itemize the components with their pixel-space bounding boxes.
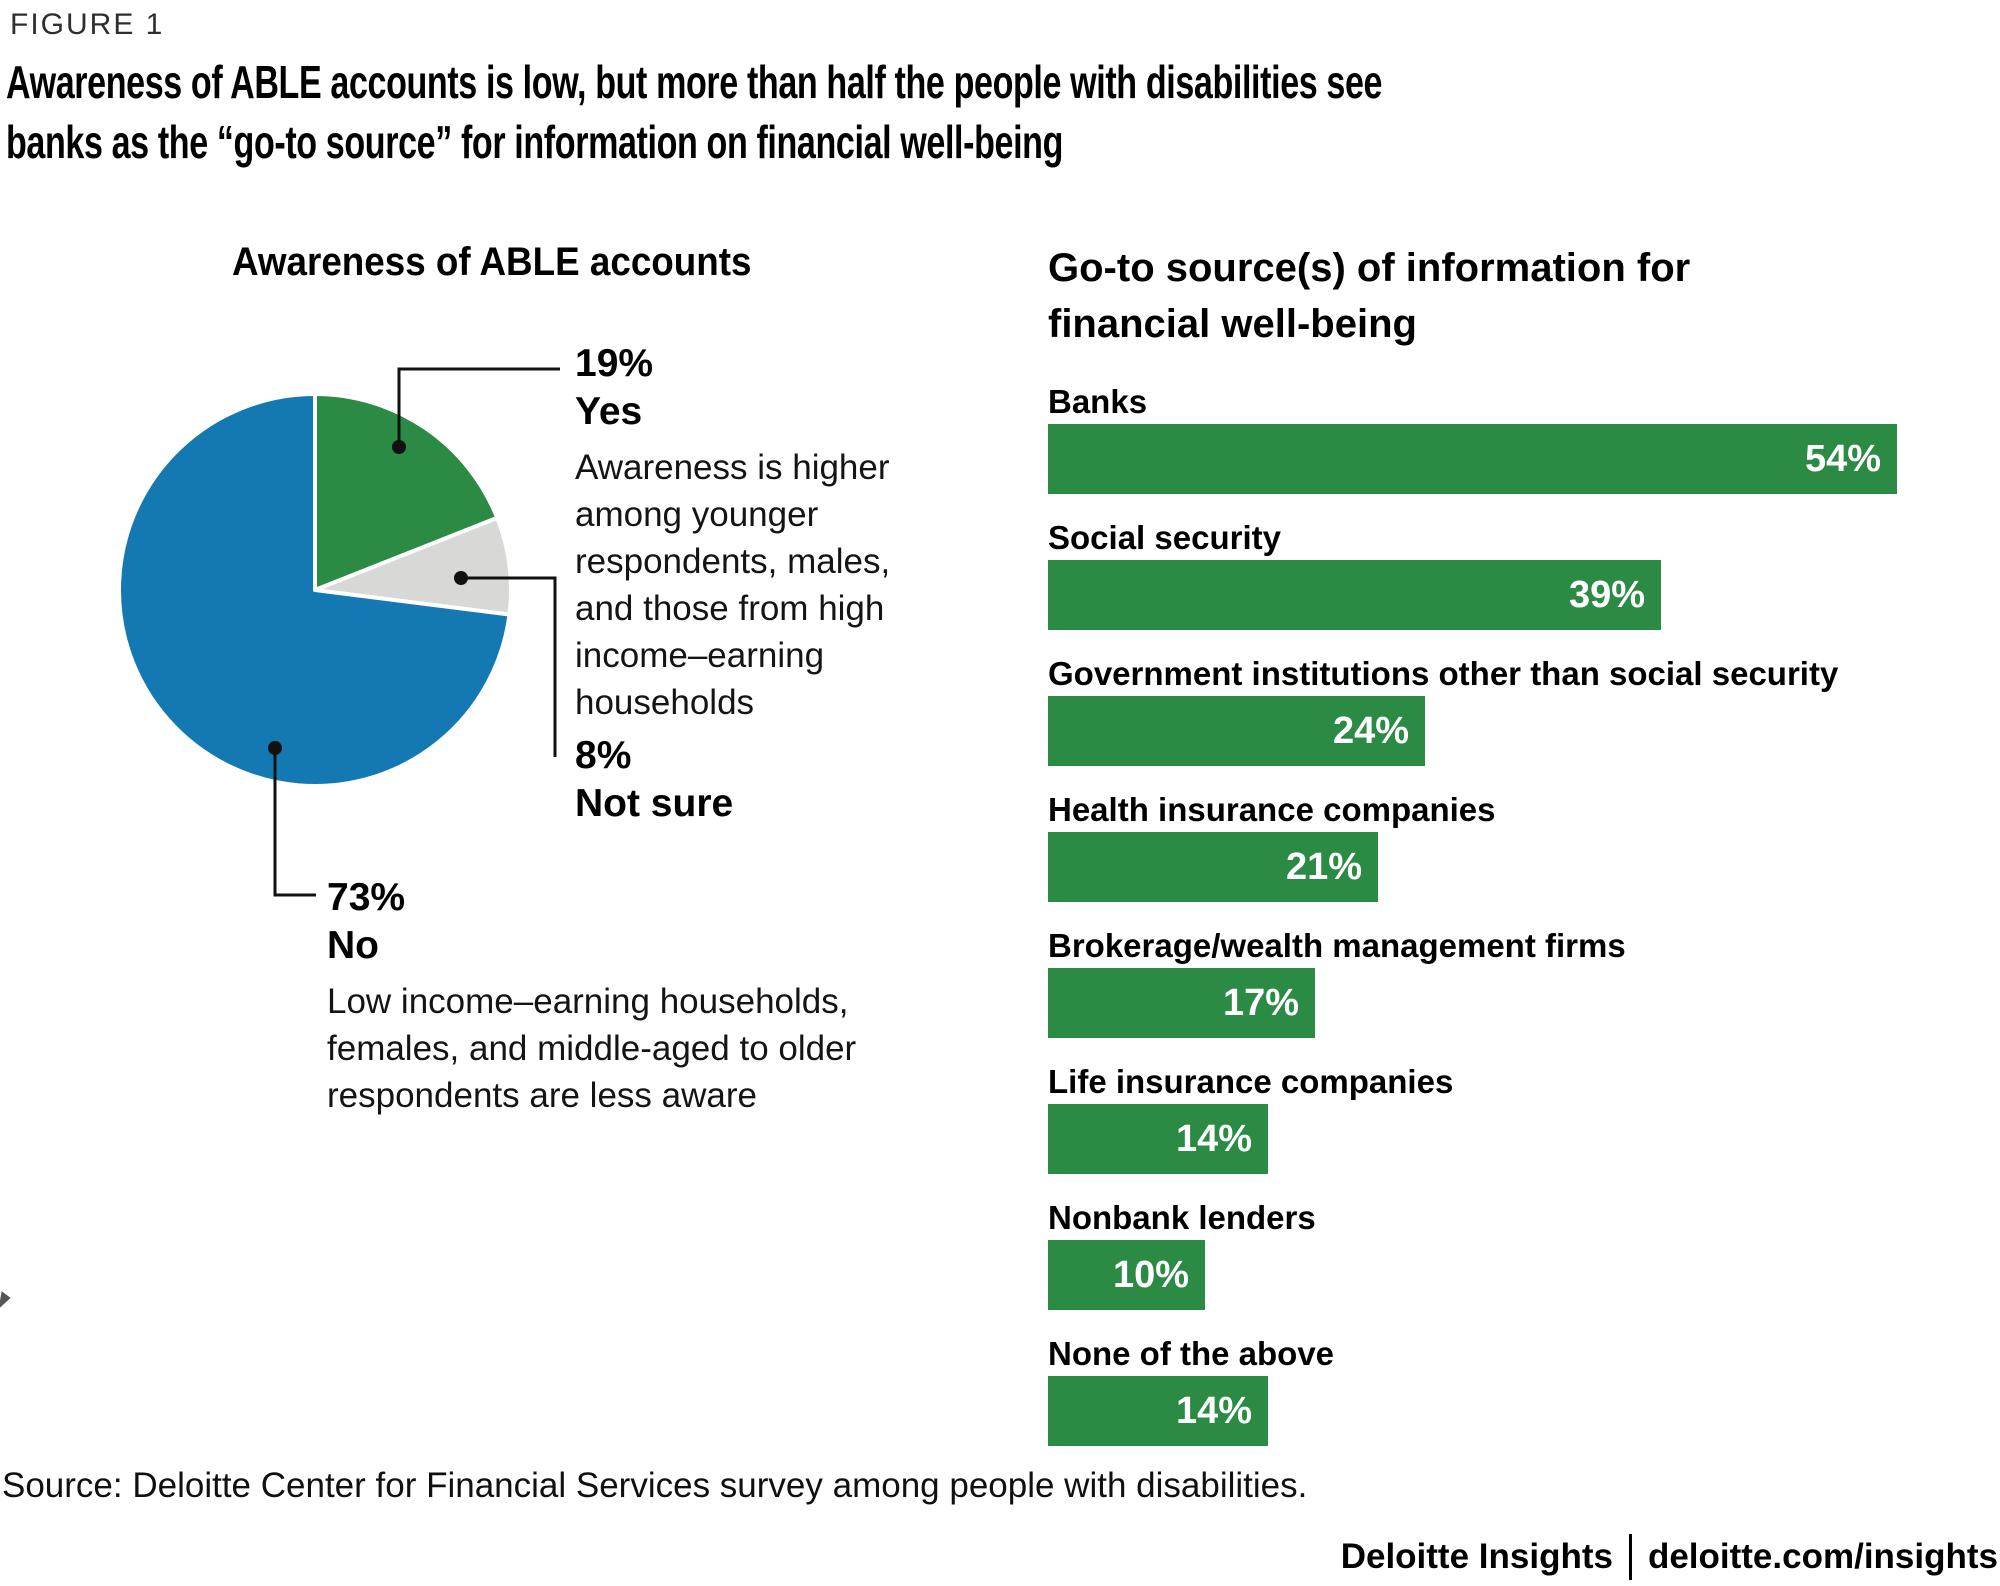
annotation-no: 73% No Low income–earning households, fe… — [327, 876, 907, 1119]
bar-chart: Go-to source(s) of information for finan… — [1048, 240, 2000, 1468]
brand-separator — [1628, 1534, 1632, 1580]
bar: 54% — [1048, 424, 1897, 494]
annotation-not-sure: 8% Not sure — [575, 734, 875, 826]
callout-line-yes — [397, 367, 560, 447]
bar-value-label: 54% — [1804, 438, 1881, 480]
brand-footer: Deloitte Insights deloitte.com/insights — [1341, 1534, 1998, 1580]
bar-item: Banks 54% — [1048, 380, 2000, 494]
bar: 14% — [1048, 1104, 1268, 1174]
bar-item: None of the above 14% — [1048, 1332, 2000, 1446]
bar-item: Health insurance companies 21% — [1048, 788, 2000, 902]
figure-label: FIGURE 1 — [10, 8, 165, 41]
bar-item: Social security 39% — [1048, 516, 2000, 630]
page-title-line2: banks as the “go-to source” for informat… — [6, 116, 1064, 168]
bar-category-label: Life insurance companies — [1048, 1063, 1454, 1100]
annotation-yes-pct: 19% — [575, 342, 654, 385]
pie-slices — [117, 392, 513, 788]
bar-category-label: Health insurance companies — [1048, 791, 1496, 828]
bar-value-label: 17% — [1222, 982, 1299, 1024]
annotation-no-pct: 73% — [327, 876, 406, 919]
stray-mark — [0, 1291, 12, 1311]
annotation-yes-note: Awareness is higher among younger respon… — [575, 448, 891, 722]
bar-value-label: 14% — [1175, 1118, 1252, 1160]
pie-callout-dots — [268, 440, 468, 755]
bar: 17% — [1048, 968, 1315, 1038]
annotation-no-label: No — [327, 924, 379, 967]
callout-dot-not-sure — [454, 571, 468, 585]
annotation-no-note: Low income–earning households, females, … — [327, 982, 857, 1115]
bar-value-label: 21% — [1285, 846, 1362, 888]
bar-category-label: Brokerage/wealth management firms — [1048, 927, 1626, 964]
page-title: Awareness of ABLE accounts is low, but m… — [6, 52, 1866, 172]
pie-slice-no — [117, 392, 512, 788]
bar-item: Government institutions other than socia… — [1048, 652, 2000, 766]
callout-dot-yes — [392, 440, 406, 454]
callout-line-no — [273, 748, 316, 897]
bar-category-label: Banks — [1048, 383, 1148, 420]
pie-slice-yes — [313, 392, 500, 592]
bar: 24% — [1048, 696, 1425, 766]
page-title-line1: Awareness of ABLE accounts is low, but m… — [6, 56, 1383, 108]
pie-callout-lines — [273, 367, 560, 897]
bar-chart-title: Go-to source(s) of information for finan… — [1048, 246, 1691, 346]
bar-value-label: 24% — [1332, 710, 1409, 752]
bar-category-label: None of the above — [1048, 1335, 1335, 1372]
annotation-yes: 19% Yes Awareness is higher among younge… — [575, 342, 930, 726]
bar-item: Life insurance companies 14% — [1048, 1060, 2000, 1174]
annotation-not-sure-label: Not sure — [575, 782, 734, 825]
bar-value-label: 39% — [1568, 574, 1645, 616]
bar-category-label: Nonbank lenders — [1048, 1199, 1316, 1236]
pie-chart — [117, 367, 560, 897]
bar: 14% — [1048, 1376, 1268, 1446]
bar-category-label: Government institutions other than socia… — [1048, 655, 1839, 692]
bar: 21% — [1048, 832, 1378, 902]
bar: 10% — [1048, 1240, 1205, 1310]
bar-value-label: 10% — [1112, 1254, 1189, 1296]
bar-value-label: 14% — [1175, 1390, 1252, 1432]
brand-name: Deloitte Insights — [1340, 1537, 1613, 1576]
bar-item: Brokerage/wealth management firms 17% — [1048, 924, 2000, 1038]
annotation-yes-label: Yes — [575, 390, 643, 433]
brand-url: deloitte.com/insights — [1647, 1537, 1998, 1576]
bar-category-label: Social security — [1048, 519, 1281, 556]
bar-item: Nonbank lenders 10% — [1048, 1196, 2000, 1310]
bar: 39% — [1048, 560, 1661, 630]
bar-list: Banks 54% Social security 39% Government… — [1048, 380, 2000, 1446]
callout-line-not-sure — [461, 576, 557, 757]
source-note: Source: Deloitte Center for Financial Se… — [2, 1466, 1308, 1505]
pie-chart-title: Awareness of ABLE accounts — [232, 240, 752, 284]
callout-dot-no — [268, 741, 282, 755]
annotation-not-sure-pct: 8% — [575, 734, 632, 777]
